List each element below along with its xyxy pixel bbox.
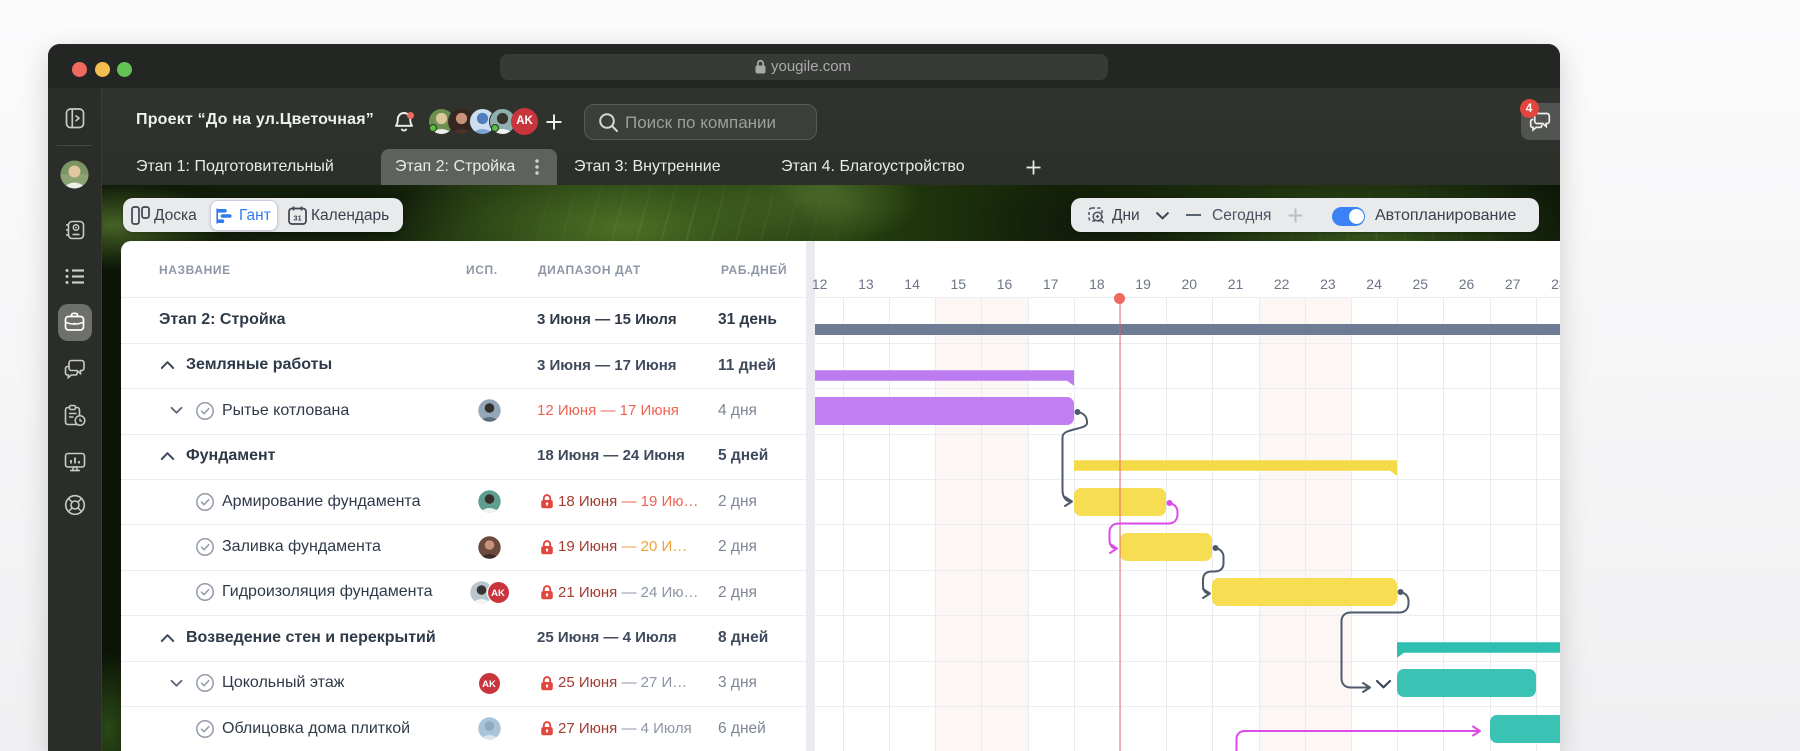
svg-text:31: 31 xyxy=(293,213,301,222)
